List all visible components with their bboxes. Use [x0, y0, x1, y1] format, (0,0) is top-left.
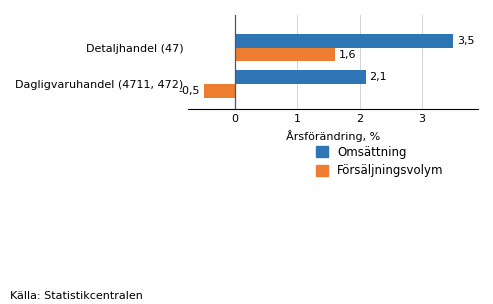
Bar	[235, 48, 335, 61]
Text: -0,5: -0,5	[178, 86, 200, 96]
Legend: Omsättning, Försäljningsvolym: Omsättning, Försäljningsvolym	[316, 146, 444, 178]
Bar	[235, 34, 453, 48]
Text: 1,6: 1,6	[338, 50, 356, 60]
Text: 2,1: 2,1	[370, 72, 387, 82]
Text: 3,5: 3,5	[457, 36, 474, 46]
X-axis label: Årsförändring, %: Årsförändring, %	[286, 130, 380, 142]
Text: Källa: Statistikcentralen: Källa: Statistikcentralen	[10, 291, 143, 301]
Bar	[235, 70, 366, 84]
Bar	[204, 84, 235, 98]
